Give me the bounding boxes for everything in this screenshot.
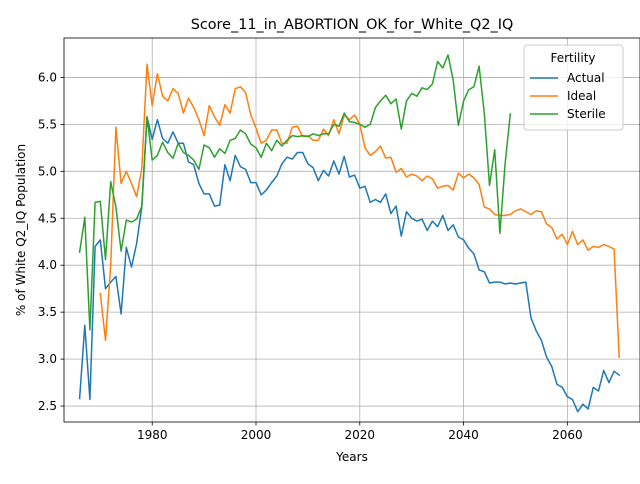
chart-title: Score_11_in_ABORTION_OK_for_White_Q2_IQ	[191, 17, 514, 33]
legend-title: Fertility	[550, 51, 595, 65]
series-line-sterile	[78, 54, 512, 331]
y-tick-label: 4.5	[38, 211, 57, 225]
y-tick-label: 3.5	[38, 305, 57, 319]
legend-label-ideal: Ideal	[567, 89, 596, 103]
y-tick-label: 2.5	[38, 399, 57, 413]
y-axis-label: % of White Q2_IQ Population	[14, 144, 28, 316]
legend-label-actual: Actual	[567, 71, 605, 85]
legend-label-sterile: Sterile	[567, 107, 606, 121]
series-line-actual	[78, 116, 621, 413]
y-tick-label: 4.0	[38, 258, 57, 272]
y-tick-label: 5.5	[38, 117, 57, 131]
legend: Fertility Actual Ideal Sterile	[523, 44, 624, 131]
plot-frame	[63, 37, 640, 423]
legend-entries: Actual Ideal Sterile	[530, 71, 606, 121]
y-tick-label: 5.0	[38, 164, 57, 178]
series-layer	[78, 54, 621, 413]
x-tick-label: 2000	[241, 428, 272, 442]
x-tick-label: 2060	[552, 428, 583, 442]
tick-layer: 1980 2000 2020 2040 2060 2.5 3.0 3.5 4.0 4.5 5.0 5.…	[38, 70, 583, 442]
y-tick-label: 6.0	[38, 70, 57, 84]
x-tick-label: 1980	[137, 428, 168, 442]
x-tick-label: 2020	[345, 428, 376, 442]
x-tick-label: 2040	[448, 428, 479, 442]
y-tick-label: 3.0	[38, 352, 57, 366]
x-axis-label: Years	[335, 450, 368, 464]
legend-box	[523, 44, 624, 131]
